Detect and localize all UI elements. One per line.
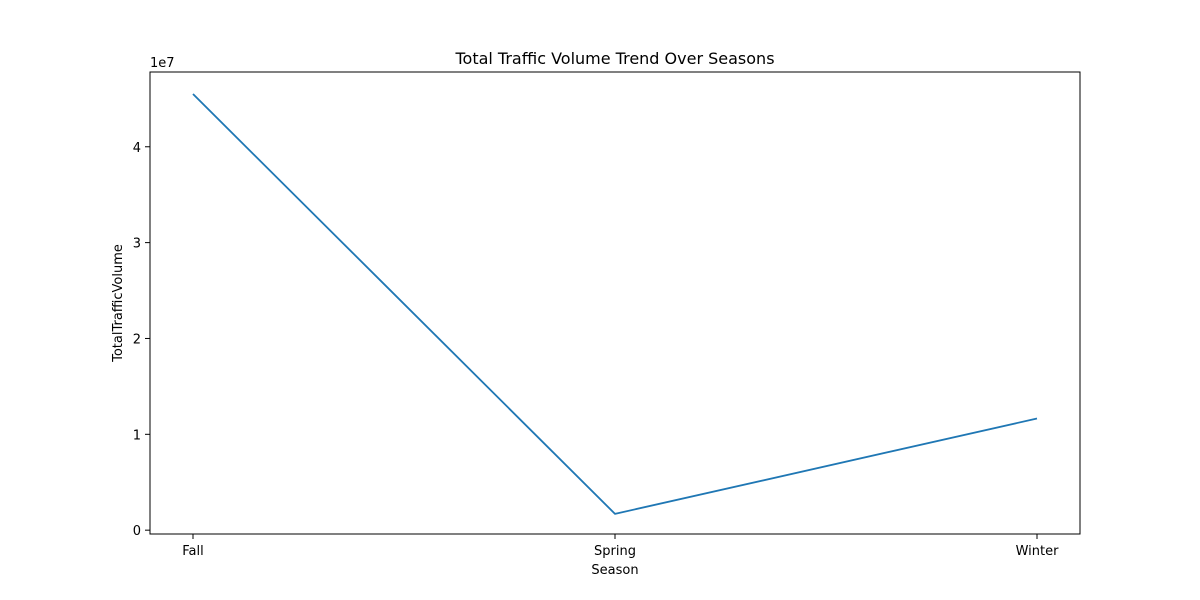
y-axis-offset-text: 1e7 [150,56,175,71]
y-axis-label: TotalTrafficVolume [111,244,126,363]
x-tick-label: Spring [594,544,636,559]
x-tick-label: Winter [1016,544,1060,559]
y-tick-label: 3 [133,237,141,252]
series-group [192,93,1038,515]
plot-area [149,71,1081,535]
x-axis-label: Season [591,563,638,578]
series-line [192,93,1038,515]
chart-title: Total Traffic Volume Trend Over Seasons [454,49,774,68]
y-axis: 0 1 2 3 4 [133,141,150,539]
x-axis: Fall Spring Winter [182,534,1059,559]
y-tick-label: 4 [133,141,141,156]
y-tick-label: 2 [133,332,141,347]
y-tick-label: 1 [133,428,141,443]
y-tick-label: 0 [133,524,141,539]
x-tick-label: Fall [182,544,203,559]
